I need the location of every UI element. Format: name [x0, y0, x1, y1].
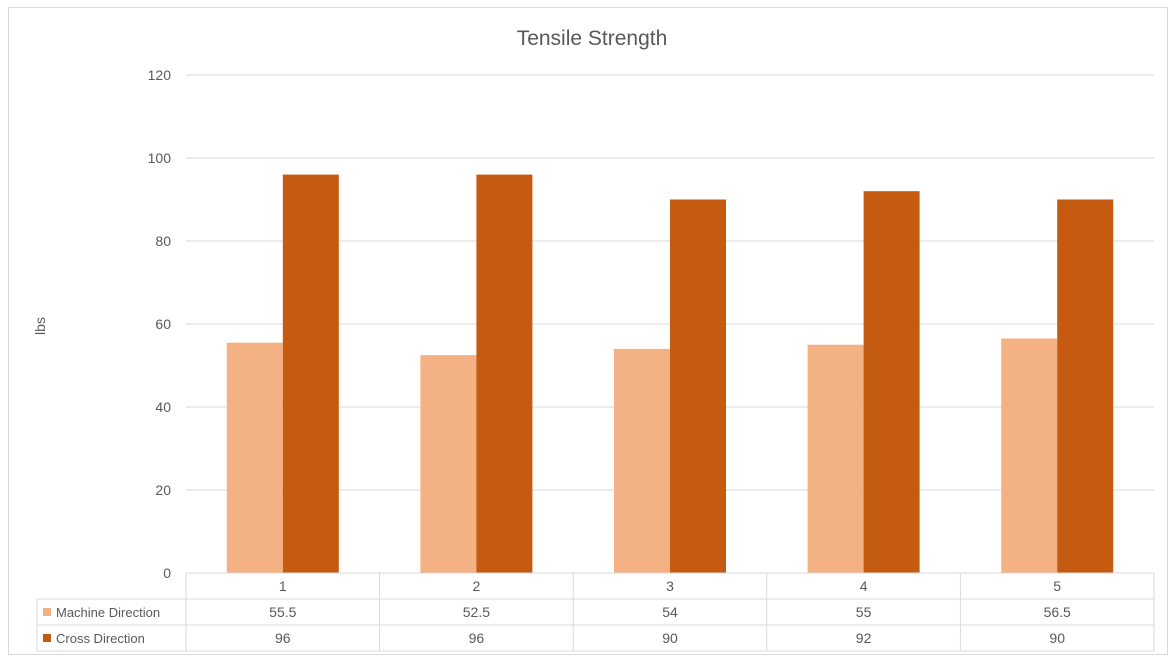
x-tick-label: 2: [473, 578, 481, 594]
data-table-value: 54: [662, 604, 678, 620]
y-axis-ticks: 0 20 40 60 80 100 120: [148, 67, 172, 581]
y-tick-label: 60: [155, 316, 171, 332]
bar-cross-direction-4: [863, 191, 920, 573]
data-table-value: 56.5: [1044, 604, 1071, 620]
data-table-value: 55: [856, 604, 872, 620]
data-table-value: 96: [275, 630, 291, 646]
x-tick-label: 4: [860, 578, 868, 594]
y-tick-label: 40: [155, 399, 171, 415]
y-tick-label: 80: [155, 233, 171, 249]
chart-frame: Tensile Strength lbs 0 20 40 60 80 100 120 1 2 3…: [8, 7, 1168, 655]
tensile-strength-chart: Tensile Strength lbs 0 20 40 60 80 100 120 1 2 3…: [32, 27, 1155, 652]
bar-machine-direction-4: [807, 344, 864, 573]
legend-entry: Machine Direction: [56, 605, 160, 620]
chart-title: Tensile Strength: [517, 27, 668, 50]
bar-machine-direction-5: [1001, 338, 1058, 573]
bar-machine-direction-3: [614, 348, 670, 573]
y-tick-label: 120: [148, 67, 172, 83]
y-axis-label: lbs: [32, 317, 48, 335]
y-tick-label: 0: [163, 565, 171, 581]
legend-key: [43, 608, 51, 616]
data-table-value: 96: [469, 630, 485, 646]
data-table-value: 92: [856, 630, 872, 646]
legend-entry: Cross Direction: [56, 631, 145, 646]
x-tick-label: 3: [666, 578, 674, 594]
bar-machine-direction-2: [420, 355, 477, 573]
x-tick-label: 1: [279, 578, 287, 594]
data-table-value: 90: [1049, 630, 1065, 646]
y-tick-label: 20: [155, 482, 171, 498]
bars: [226, 174, 1114, 573]
data-table: 1 2 3 4 5 Machine Direction 55.5 52.5 54 55 56.5 Cr…: [36, 572, 1155, 652]
bar-cross-direction-3: [670, 199, 726, 573]
bar-cross-direction-2: [476, 174, 533, 573]
bar-cross-direction-5: [1057, 199, 1114, 573]
data-table-value: 52.5: [463, 604, 490, 620]
legend-key: [43, 634, 51, 642]
bar-cross-direction-1: [282, 174, 339, 573]
bar-machine-direction-1: [226, 342, 283, 573]
data-table-value: 90: [662, 630, 678, 646]
data-table-value: 55.5: [269, 604, 296, 620]
y-tick-label: 100: [148, 150, 172, 166]
x-tick-label: 5: [1053, 578, 1061, 594]
